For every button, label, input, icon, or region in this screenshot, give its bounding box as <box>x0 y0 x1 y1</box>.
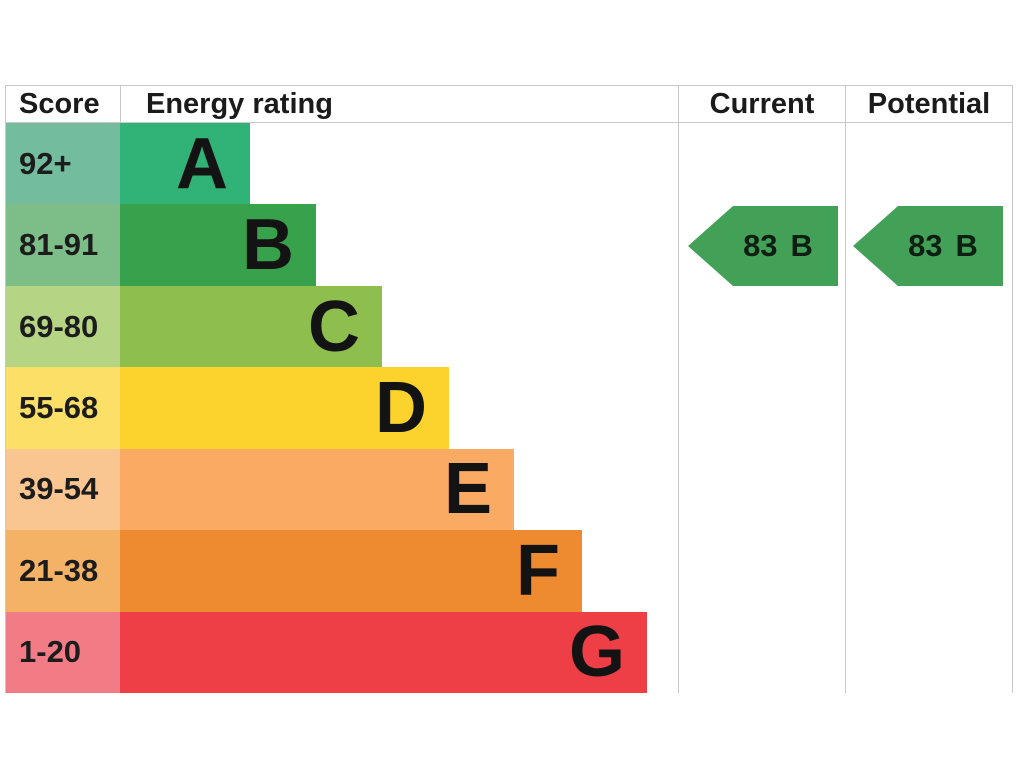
grade-letter: G <box>568 612 625 693</box>
rating-band-bar: E <box>120 448 514 531</box>
rating-band-bar: G <box>120 611 647 693</box>
band-row: 1-20 G <box>6 611 1012 693</box>
table-top-border <box>5 85 1013 86</box>
grade-letter: D <box>375 367 427 448</box>
rating-band-bar: D <box>120 367 449 449</box>
score-range-cell: 39-54 <box>6 448 120 531</box>
score-range-cell: 1-20 <box>6 611 120 693</box>
score-range-label: 69-80 <box>19 308 99 344</box>
current-potential-divider <box>845 85 846 693</box>
grade-letter: E <box>443 449 492 530</box>
band-row: 69-80 C <box>6 285 1012 368</box>
score-range-label: 92+ <box>19 145 72 181</box>
score-range-cell: 81-91 <box>6 204 120 286</box>
potential-rating-grade: B <box>955 228 978 263</box>
grade-letter: F <box>516 530 560 611</box>
energy-rating-column-header: Energy rating <box>146 87 333 120</box>
table-right-border <box>1012 85 1013 693</box>
table-left-border <box>5 85 6 693</box>
score-column-header: Score <box>19 87 100 120</box>
current-rating-grade: B <box>790 228 813 263</box>
header-bottom-border <box>5 122 1013 123</box>
score-range-label: 39-54 <box>19 471 99 507</box>
score-range-cell: 55-68 <box>6 367 120 449</box>
score-range-cell: 92+ <box>6 123 120 205</box>
rating-band-bar: B <box>120 204 316 286</box>
epc-rating-chart: Score Energy rating Current Potential 92… <box>5 85 1013 693</box>
grade-letter: B <box>242 205 294 286</box>
band-row: 55-68 D <box>6 367 1012 449</box>
score-range-cell: 21-38 <box>6 530 120 612</box>
current-column-left-border <box>678 85 679 693</box>
grade-letter: A <box>176 123 228 204</box>
band-row: 21-38 F <box>6 530 1012 612</box>
band-row: 92+ A <box>6 123 1012 205</box>
score-rating-divider <box>120 85 121 122</box>
band-row: 39-54 E <box>6 448 1012 531</box>
current-column-header: Current <box>709 87 815 120</box>
potential-column-header: Potential <box>867 87 991 120</box>
band-row: 81-91 B <box>6 204 1012 286</box>
current-rating-value: 83 <box>743 228 778 263</box>
band-rows: 92+ A 81-91 B 69-80 C 55-68 D <box>6 123 1012 693</box>
score-range-label: 81-91 <box>19 227 99 263</box>
score-range-label: 21-38 <box>19 552 99 588</box>
grade-letter: C <box>308 286 360 367</box>
rating-band-bar: A <box>120 123 250 205</box>
potential-rating-value: 83 <box>908 228 943 263</box>
score-range-label: 1-20 <box>19 634 82 670</box>
score-range-label: 55-68 <box>19 389 99 425</box>
rating-band-bar: C <box>120 285 382 368</box>
rating-band-bar: F <box>120 530 582 612</box>
score-range-cell: 69-80 <box>6 285 120 368</box>
